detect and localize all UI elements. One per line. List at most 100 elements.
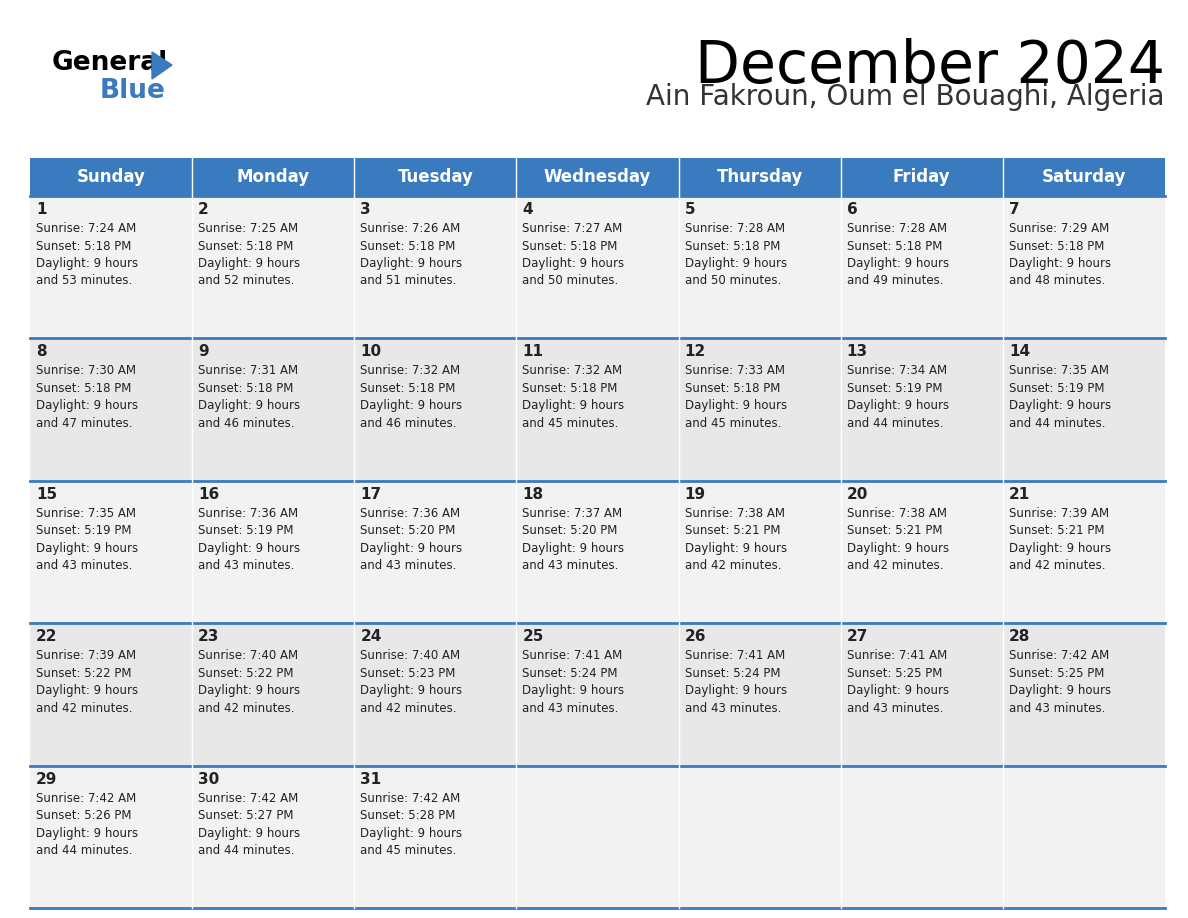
Text: Daylight: 9 hours: Daylight: 9 hours xyxy=(684,684,786,697)
Bar xyxy=(517,766,678,908)
Text: Sunrise: 7:42 AM: Sunrise: 7:42 AM xyxy=(36,791,137,804)
Text: Daylight: 9 hours: Daylight: 9 hours xyxy=(1009,684,1111,697)
Text: and 42 minutes.: and 42 minutes. xyxy=(198,701,295,715)
Bar xyxy=(354,623,517,766)
Bar xyxy=(678,766,841,908)
Text: and 42 minutes.: and 42 minutes. xyxy=(360,701,456,715)
Text: Daylight: 9 hours: Daylight: 9 hours xyxy=(523,684,625,697)
Text: Sunrise: 7:41 AM: Sunrise: 7:41 AM xyxy=(684,649,785,662)
Text: Daylight: 9 hours: Daylight: 9 hours xyxy=(360,542,462,554)
Text: Daylight: 9 hours: Daylight: 9 hours xyxy=(847,399,949,412)
Text: Sunrise: 7:32 AM: Sunrise: 7:32 AM xyxy=(360,364,461,377)
Text: Sunrise: 7:32 AM: Sunrise: 7:32 AM xyxy=(523,364,623,377)
Text: 31: 31 xyxy=(360,772,381,787)
Text: Sunset: 5:18 PM: Sunset: 5:18 PM xyxy=(1009,240,1104,252)
Text: 4: 4 xyxy=(523,202,533,217)
Text: Sunrise: 7:39 AM: Sunrise: 7:39 AM xyxy=(36,649,137,662)
Text: Tuesday: Tuesday xyxy=(398,168,473,186)
Text: Sunset: 5:24 PM: Sunset: 5:24 PM xyxy=(523,666,618,679)
Text: Sunrise: 7:27 AM: Sunrise: 7:27 AM xyxy=(523,222,623,235)
Text: and 44 minutes.: and 44 minutes. xyxy=(198,844,295,857)
Text: 9: 9 xyxy=(198,344,209,360)
Text: Sunrise: 7:36 AM: Sunrise: 7:36 AM xyxy=(198,507,298,520)
Text: Sunrise: 7:42 AM: Sunrise: 7:42 AM xyxy=(1009,649,1110,662)
Text: Sunrise: 7:29 AM: Sunrise: 7:29 AM xyxy=(1009,222,1110,235)
Text: 15: 15 xyxy=(36,487,57,502)
Text: Sunset: 5:18 PM: Sunset: 5:18 PM xyxy=(198,240,293,252)
Text: 10: 10 xyxy=(360,344,381,360)
Bar xyxy=(678,339,841,481)
Text: Sunrise: 7:35 AM: Sunrise: 7:35 AM xyxy=(1009,364,1108,377)
Text: and 44 minutes.: and 44 minutes. xyxy=(1009,417,1105,430)
Text: Daylight: 9 hours: Daylight: 9 hours xyxy=(523,257,625,270)
Bar xyxy=(354,339,517,481)
Text: Saturday: Saturday xyxy=(1042,168,1126,186)
Bar xyxy=(30,339,192,481)
Text: Daylight: 9 hours: Daylight: 9 hours xyxy=(684,542,786,554)
Text: Sunday: Sunday xyxy=(77,168,145,186)
Text: 14: 14 xyxy=(1009,344,1030,360)
Text: Sunrise: 7:40 AM: Sunrise: 7:40 AM xyxy=(198,649,298,662)
Text: Sunrise: 7:26 AM: Sunrise: 7:26 AM xyxy=(360,222,461,235)
Bar xyxy=(354,766,517,908)
Text: Daylight: 9 hours: Daylight: 9 hours xyxy=(198,826,301,840)
Text: Sunrise: 7:31 AM: Sunrise: 7:31 AM xyxy=(198,364,298,377)
Text: and 45 minutes.: and 45 minutes. xyxy=(360,844,456,857)
Bar xyxy=(30,481,192,623)
Text: General: General xyxy=(52,50,169,76)
Text: and 42 minutes.: and 42 minutes. xyxy=(684,559,781,572)
Text: Wednesday: Wednesday xyxy=(544,168,651,186)
Bar xyxy=(30,196,192,339)
Text: Sunset: 5:18 PM: Sunset: 5:18 PM xyxy=(847,240,942,252)
Text: Ain Fakroun, Oum el Bouaghi, Algeria: Ain Fakroun, Oum el Bouaghi, Algeria xyxy=(646,83,1165,111)
Text: Sunrise: 7:39 AM: Sunrise: 7:39 AM xyxy=(1009,507,1108,520)
Bar xyxy=(517,623,678,766)
Text: and 42 minutes.: and 42 minutes. xyxy=(1009,559,1105,572)
Text: and 43 minutes.: and 43 minutes. xyxy=(1009,701,1105,715)
Bar xyxy=(841,623,1003,766)
Text: and 47 minutes.: and 47 minutes. xyxy=(36,417,133,430)
Text: and 51 minutes.: and 51 minutes. xyxy=(360,274,456,287)
Text: Sunset: 5:18 PM: Sunset: 5:18 PM xyxy=(523,382,618,395)
Text: Sunset: 5:19 PM: Sunset: 5:19 PM xyxy=(198,524,293,537)
Text: Sunset: 5:21 PM: Sunset: 5:21 PM xyxy=(847,524,942,537)
Text: Daylight: 9 hours: Daylight: 9 hours xyxy=(360,257,462,270)
Text: Daylight: 9 hours: Daylight: 9 hours xyxy=(360,826,462,840)
Text: 1: 1 xyxy=(36,202,46,217)
Text: and 43 minutes.: and 43 minutes. xyxy=(360,559,456,572)
Text: and 43 minutes.: and 43 minutes. xyxy=(198,559,295,572)
Text: and 53 minutes.: and 53 minutes. xyxy=(36,274,132,287)
Text: Daylight: 9 hours: Daylight: 9 hours xyxy=(198,684,301,697)
Text: 17: 17 xyxy=(360,487,381,502)
Text: Daylight: 9 hours: Daylight: 9 hours xyxy=(36,399,138,412)
Text: Daylight: 9 hours: Daylight: 9 hours xyxy=(1009,257,1111,270)
Text: Sunset: 5:20 PM: Sunset: 5:20 PM xyxy=(523,524,618,537)
Text: Sunrise: 7:24 AM: Sunrise: 7:24 AM xyxy=(36,222,137,235)
Text: and 45 minutes.: and 45 minutes. xyxy=(523,417,619,430)
Text: Sunrise: 7:41 AM: Sunrise: 7:41 AM xyxy=(847,649,947,662)
Bar xyxy=(354,196,517,339)
Bar xyxy=(354,481,517,623)
Text: and 44 minutes.: and 44 minutes. xyxy=(36,844,133,857)
Text: Thursday: Thursday xyxy=(716,168,803,186)
Text: Daylight: 9 hours: Daylight: 9 hours xyxy=(36,684,138,697)
Text: Sunrise: 7:28 AM: Sunrise: 7:28 AM xyxy=(847,222,947,235)
Text: 3: 3 xyxy=(360,202,371,217)
Text: Blue: Blue xyxy=(100,78,166,104)
Text: Sunset: 5:27 PM: Sunset: 5:27 PM xyxy=(198,809,293,823)
Text: Daylight: 9 hours: Daylight: 9 hours xyxy=(523,542,625,554)
Bar xyxy=(1003,339,1165,481)
Polygon shape xyxy=(152,52,172,79)
Bar xyxy=(678,158,841,196)
Bar xyxy=(841,196,1003,339)
Bar xyxy=(678,623,841,766)
Bar xyxy=(1003,481,1165,623)
Text: Sunrise: 7:38 AM: Sunrise: 7:38 AM xyxy=(847,507,947,520)
Text: Sunrise: 7:28 AM: Sunrise: 7:28 AM xyxy=(684,222,785,235)
Bar xyxy=(841,339,1003,481)
Text: Sunset: 5:28 PM: Sunset: 5:28 PM xyxy=(360,809,456,823)
Text: Sunrise: 7:41 AM: Sunrise: 7:41 AM xyxy=(523,649,623,662)
Text: 20: 20 xyxy=(847,487,868,502)
Text: Sunset: 5:20 PM: Sunset: 5:20 PM xyxy=(360,524,456,537)
Text: Sunrise: 7:34 AM: Sunrise: 7:34 AM xyxy=(847,364,947,377)
